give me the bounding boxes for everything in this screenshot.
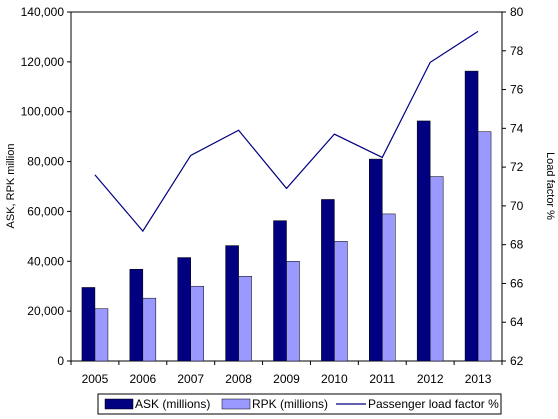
ask-bar-2012 [416,120,431,362]
rpk-bar-2011 [382,213,396,362]
y2-tick-label: 62 [510,354,524,368]
left-axis: 0 20,000 40,000 60,000 80,000 100,000 120,000 1… [21,5,71,368]
rpk-bar-2007 [190,285,204,362]
x-tick-label: 2010 [321,372,348,386]
y-tick-label: 20,000 [27,304,64,318]
legend-label-rpk: RPK (millions) [252,397,328,411]
bars-group [81,70,492,362]
y-tick-label: 0 [57,354,64,368]
rpk-bar-2005 [94,308,109,362]
x-tick-label: 2007 [177,372,204,386]
y-tick-label: 80,000 [27,155,64,169]
right-axis: 62 64 66 68 70 72 74 76 78 80 [502,5,524,368]
ask-bar-2010 [321,199,335,362]
x-tick-label: 2005 [82,372,109,386]
legend: ASK (millions) RPK (millions) Passenger … [97,393,502,415]
ask-bar-2013 [464,70,479,362]
legend-swatch-rpk [221,398,251,410]
x-tick-label: 2008 [225,372,252,386]
y2-tick-label: 70 [510,199,524,213]
y-tick-label: 60,000 [27,204,64,218]
legend-swatch-ask [104,398,134,410]
rpk-bar-2006 [142,297,157,362]
y2-tick-label: 64 [510,315,524,329]
y-tick-label: 120,000 [21,55,65,69]
ask-bar-2009 [273,220,287,362]
y-axis-title: ASK, RPK million [5,144,17,229]
x-tick-label: 2006 [129,372,156,386]
legend-box [97,393,502,415]
x-tick-label: 2011 [369,372,395,386]
y2-tick-label: 74 [510,121,524,135]
rpk-bar-2008 [238,275,252,362]
x-tick-label: 2009 [273,372,300,386]
y-tick-label: 140,000 [21,5,65,19]
x-tick-label: 2013 [465,372,492,386]
ask-bar-2006 [129,269,144,362]
load-factor-line [94,30,479,233]
legend-label-ask: ASK (millions) [135,397,210,411]
y2-tick-label: 78 [510,44,524,58]
ask-bar-2007 [177,257,191,362]
y-tick-label: 40,000 [27,254,64,268]
x-tick-label: 2012 [417,372,444,386]
ask-bar-2008 [225,245,239,362]
rpk-bar-2010 [334,241,348,362]
legend-label-load-factor: Passenger load factor % [368,397,499,411]
y2-tick-label: 76 [510,83,524,97]
ask-bar-2011 [369,158,383,362]
rpk-bar-2013 [477,131,492,362]
y-tick-label: 100,000 [21,105,65,119]
y2-tick-label: 80 [510,5,524,19]
y2-axis-title: Load factor % [544,152,556,220]
x-axis: 2005 2006 2007 2008 2009 2010 2011 2012 2013 [70,361,503,386]
y2-tick-label: 68 [510,238,524,252]
y2-tick-label: 72 [510,160,524,174]
line-group [94,30,479,233]
rpk-bar-2012 [429,176,444,362]
y2-tick-label: 66 [510,276,524,290]
ask-bar-2005 [81,287,96,362]
rpk-bar-2009 [286,261,300,362]
